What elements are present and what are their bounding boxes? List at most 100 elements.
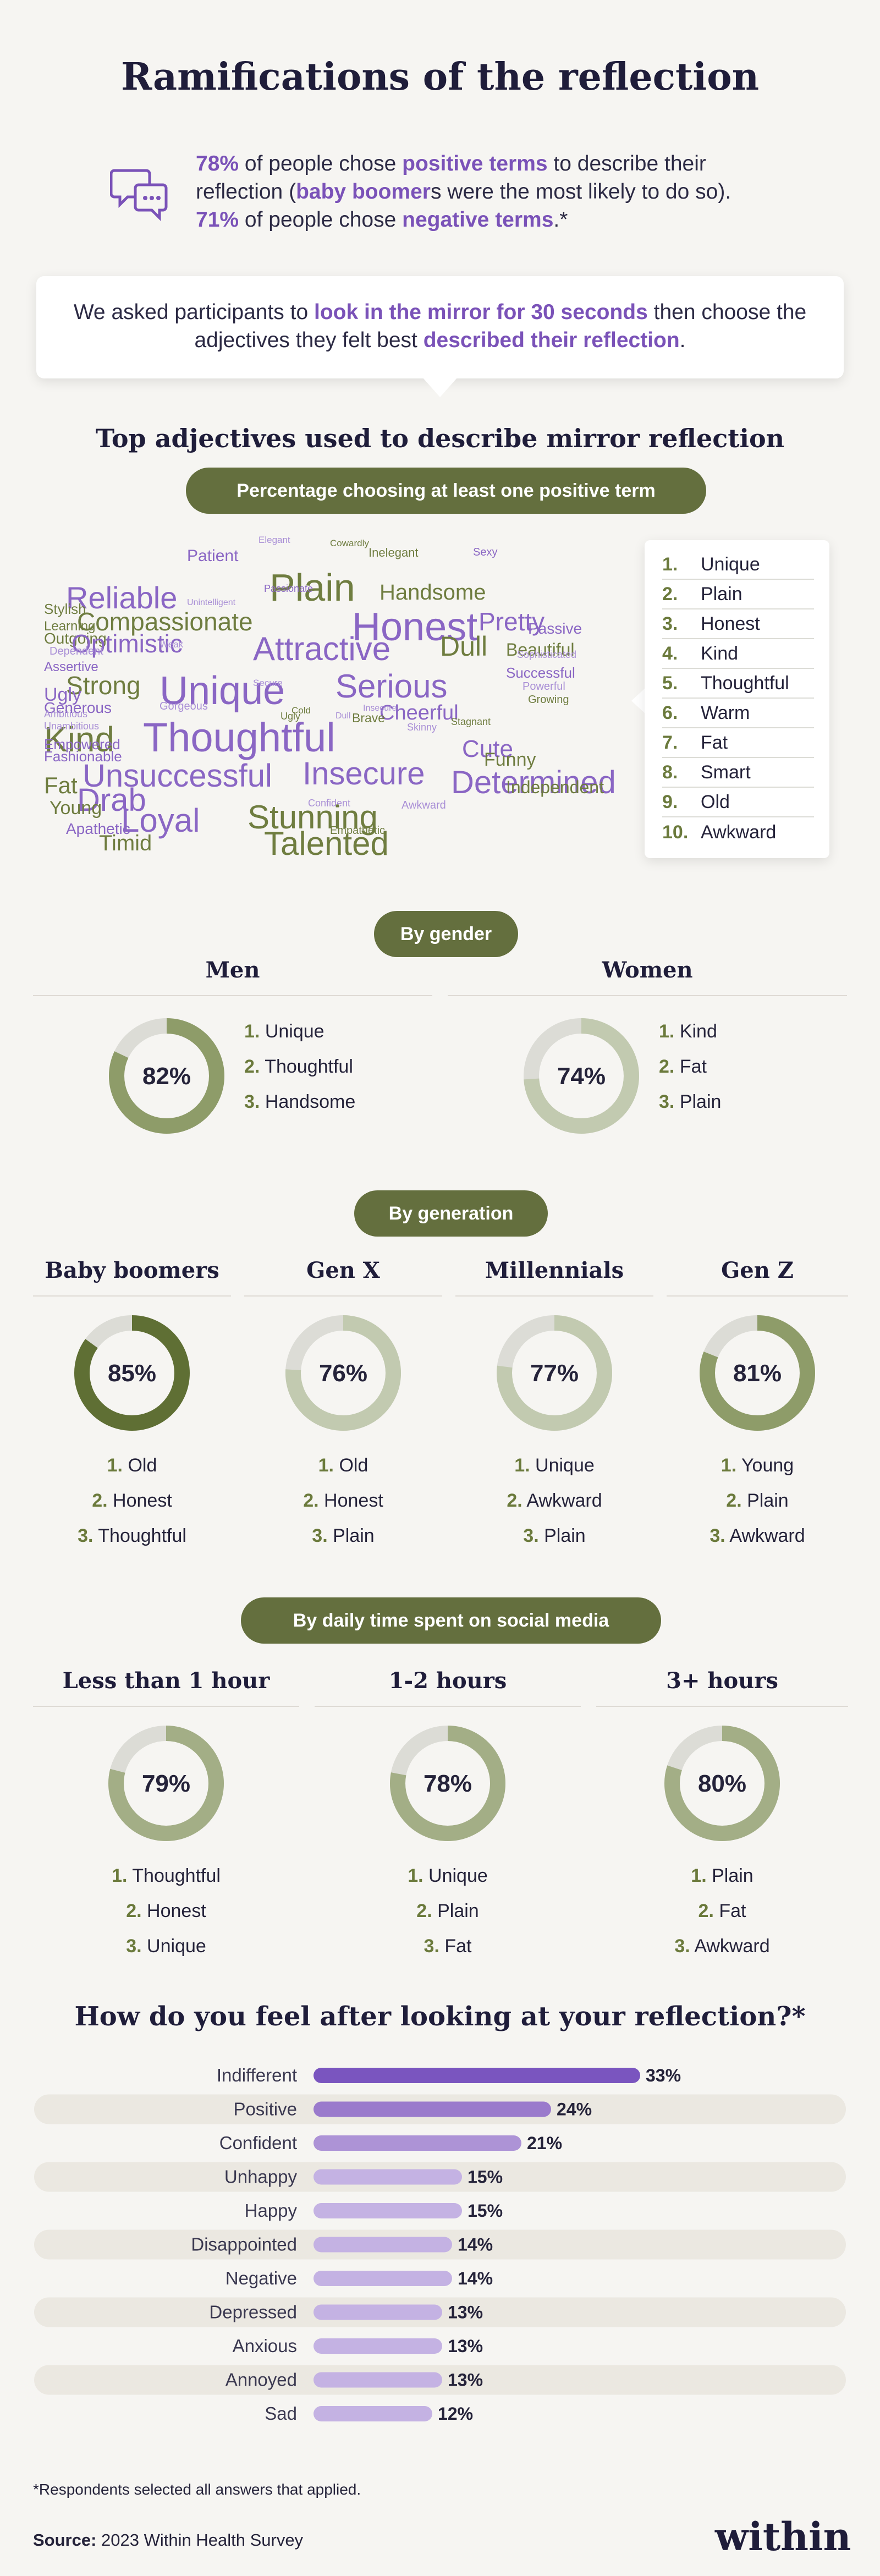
donut-percentage: 78%: [424, 1770, 472, 1797]
group-title: Women: [602, 957, 693, 983]
ranking-list: 1. Old 2. Honest 3. Plain: [244, 1448, 442, 1553]
negative-stat: 71%: [196, 208, 239, 232]
rank-number: 2.: [126, 1901, 142, 1921]
group-divider: [455, 1295, 653, 1297]
bar-value-label: 33%: [646, 2066, 681, 2085]
bar: [314, 2372, 442, 2388]
bar: [314, 2406, 432, 2421]
cloud-word: Serious: [336, 668, 447, 705]
rank-item: 1. Plain: [596, 1858, 848, 1893]
cloud-word: Outgoing: [44, 630, 107, 647]
feelings-bar-chart: Indifferent 33% Positive 24% Confident 21% Unh…: [34, 2059, 846, 2424]
social-group-1-2h: 1-2 hours 78% 1. Unique 2. Plain 3. Fat: [315, 1668, 581, 1964]
rank-item: 2. Honest: [244, 1483, 442, 1518]
group-divider: [596, 1706, 848, 1707]
gender-pill: By gender: [374, 911, 518, 957]
rank-number: 1.: [318, 1455, 334, 1476]
cloud-word: Determined: [451, 765, 616, 800]
social-group-3h-plus: 3+ hours 80% 1. Plain 2. Fat 3. Awkward: [596, 1668, 848, 1964]
group-title: Men: [205, 957, 260, 983]
rank-word: Thoughtful: [265, 1056, 353, 1077]
donut-1-2-hours: 78%: [390, 1726, 505, 1841]
donut-percentage: 80%: [698, 1770, 746, 1797]
rank-word: Plain: [437, 1901, 479, 1921]
cloud-word: Insecure: [302, 756, 425, 792]
intro-text-1: of people chose: [239, 152, 403, 175]
rank-item: 3. Handsome: [244, 1084, 355, 1119]
source-label: Source:: [33, 2530, 97, 2550]
cloud-word: Optimistic: [72, 629, 183, 658]
generation-group-gen-z: Gen Z 81% 1. Young 2. Plain 3. Awkward: [667, 1257, 848, 1553]
rank-word: Honest: [113, 1490, 172, 1511]
group-title: 3+ hours: [666, 1668, 778, 1694]
cloud-word: Talented: [264, 825, 389, 862]
rank-item: 2. Awkward: [455, 1483, 653, 1518]
cloud-word: Growing: [528, 694, 569, 706]
negative-terms-highlight: negative terms: [402, 208, 554, 232]
rank-word: Awkward: [729, 1525, 805, 1546]
cloud-word: Cold: [292, 705, 311, 716]
cloud-word: Drab: [77, 782, 146, 818]
rank-item: 1. Unique: [315, 1858, 581, 1893]
rank-word: Thoughtful: [132, 1865, 221, 1886]
cloud-word: Dependent: [50, 645, 103, 657]
donut-value-arc: [497, 1315, 612, 1431]
rank-number: 3.: [674, 1936, 690, 1957]
bar: [314, 2271, 452, 2286]
group-divider: [667, 1295, 848, 1297]
ranking-list: 1. Unique 2. Awkward 3. Plain: [455, 1448, 653, 1553]
mirror-text-1: We asked participants to: [73, 300, 314, 324]
positive-term-pill: Percentage choosing at least one positiv…: [186, 468, 706, 514]
cloud-word: Fat: [44, 772, 78, 798]
cloud-word: Unambitious: [44, 721, 99, 732]
mirror-highlight-1: look in the mirror for 30 seconds: [314, 300, 648, 324]
cloud-word: Successful: [506, 664, 575, 681]
rank-number: 2.: [659, 1056, 675, 1077]
rank-word: Unique: [147, 1936, 206, 1957]
cloud-word: Empowered: [44, 736, 120, 753]
rank-number: 1.: [244, 1021, 260, 1042]
top10-row: 2. Plain: [662, 580, 814, 609]
rank-word: Handsome: [265, 1091, 356, 1112]
rank-word: Warm: [701, 702, 750, 723]
cloud-word: Weak: [160, 639, 184, 650]
group-divider: [244, 1295, 442, 1297]
rank-word: Unique: [428, 1865, 488, 1886]
cloud-word: Ugly: [44, 684, 81, 705]
bar-value-label: 13%: [448, 2336, 483, 2356]
rank-word: Unique: [701, 553, 760, 575]
rank-word: Fat: [719, 1901, 746, 1921]
bar-value-label: 14%: [458, 2235, 493, 2255]
rank-word: Young: [741, 1455, 794, 1476]
bar: [314, 2304, 442, 2320]
rank-number: 2.: [726, 1490, 742, 1511]
cloud-word: Elegant: [258, 535, 290, 545]
rank-number: 3.: [312, 1525, 328, 1546]
gender-group-men: Men 82% 1. Unique 2. Thoughtful 3. Hands…: [33, 957, 432, 1139]
rank-number: 3.: [523, 1525, 539, 1546]
bar-category-label: Positive: [233, 2099, 297, 2119]
cloud-word: Secure: [253, 678, 283, 688]
donut-women: 74%: [524, 1018, 639, 1134]
mirror-text-3: .: [679, 328, 686, 352]
rank-word: Plain: [679, 1091, 722, 1112]
cloud-word: Empathetic: [330, 825, 385, 837]
rank-word: Fat: [701, 732, 728, 753]
rank-number: 1.: [514, 1455, 530, 1476]
cloud-word: Powerful: [522, 680, 565, 693]
rank-word: Old: [339, 1455, 369, 1476]
top10-row: 4. Kind: [662, 639, 814, 669]
rank-word: Plain: [747, 1490, 789, 1511]
chat-bubbles-icon: [109, 163, 170, 229]
top10-row: 9. Old: [662, 788, 814, 817]
cloud-word: Cowardly: [330, 538, 369, 548]
bar: [314, 2169, 462, 2185]
rank-number: 3.: [662, 613, 678, 634]
cloud-word: Handsome: [380, 580, 486, 605]
donut-percentage: 85%: [108, 1360, 156, 1387]
donut-value-arc: [390, 1726, 505, 1841]
donut-value-arc: [108, 1726, 224, 1841]
rank-item: 3. Fat: [315, 1929, 581, 1964]
donut-percentage: 74%: [557, 1063, 606, 1090]
bar-value-label: 15%: [468, 2201, 503, 2221]
